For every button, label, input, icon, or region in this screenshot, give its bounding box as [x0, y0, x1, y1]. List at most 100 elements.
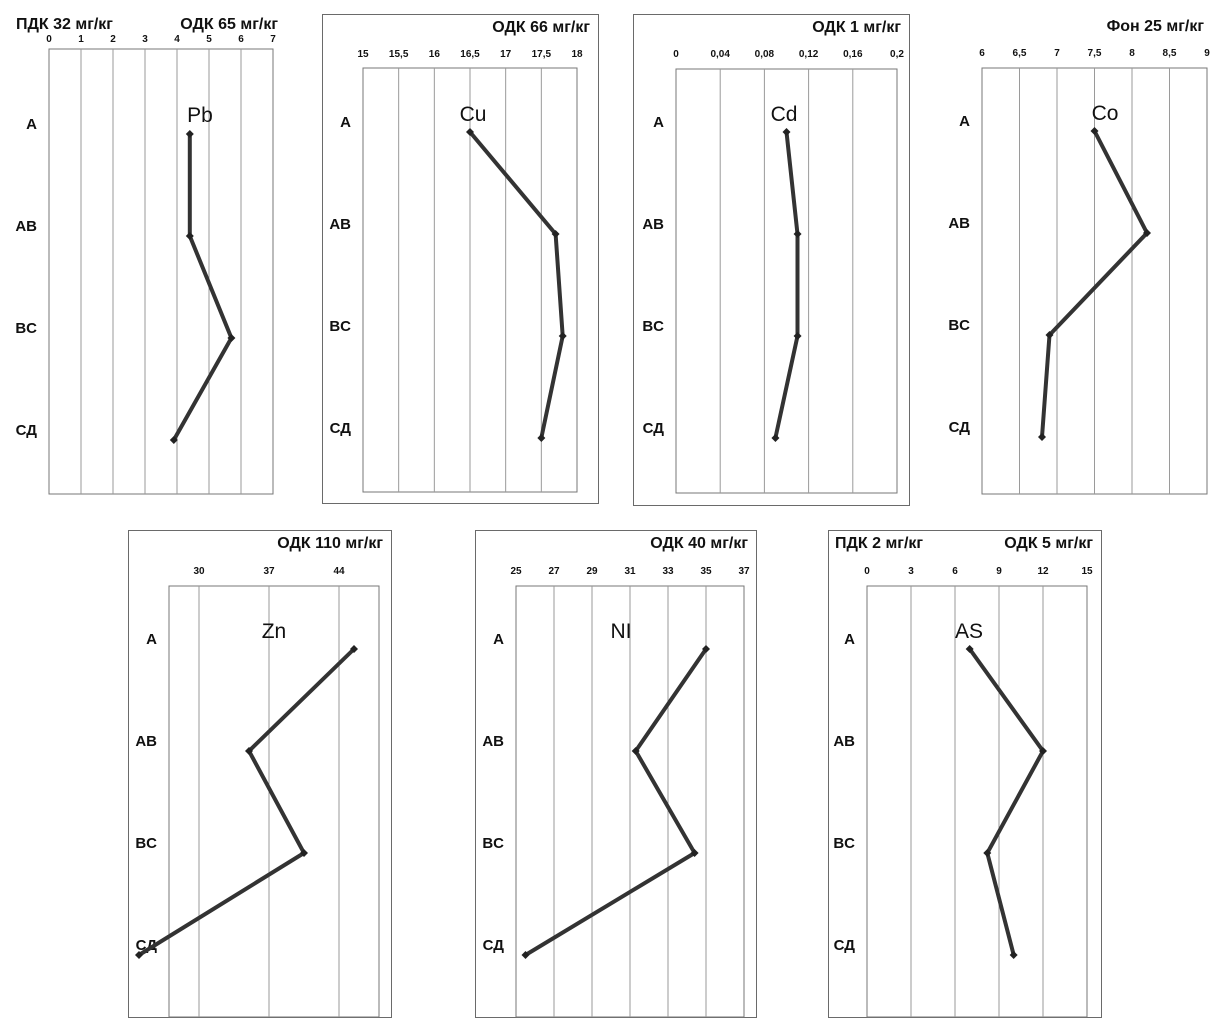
- zn-horizon-label: A: [146, 631, 157, 648]
- pb-data-point: [169, 436, 178, 444]
- pb-x-tick-label: 0: [46, 34, 52, 45]
- zn-header-odk: ОДК 110 мг/кг: [277, 535, 383, 552]
- ni-header-odk: ОДК 40 мг/кг: [650, 535, 748, 552]
- ni-x-tick-label: 37: [738, 566, 750, 577]
- as-horizon-label: AB: [833, 733, 855, 750]
- pb-x-tick-label: 3: [142, 34, 148, 45]
- cd-x-tick-label: 0,04: [710, 49, 730, 60]
- chart-panel-co: 6 6,5 7 7,5 8 8,5 9 A AB BC СД Co Фон 25 мг/кг: [942, 14, 1212, 506]
- zn-data-point: [245, 747, 253, 755]
- cu-element-label: Cu: [460, 103, 487, 126]
- as-chart-svg: 0 3 6 9 12 15 A AB BC СД AS: [833, 566, 1093, 1018]
- cd-x-tick-label: 0,08: [755, 49, 775, 60]
- as-plot-area: [866, 585, 1088, 1018]
- ni-horizon-label: A: [493, 631, 504, 648]
- co-x-tick-label: 7: [1054, 48, 1060, 59]
- cu-series-line: [468, 130, 565, 439]
- co-data-point: [1045, 331, 1054, 339]
- zn-horizon-label: AB: [135, 733, 157, 750]
- zn-series-line: [137, 647, 356, 957]
- cu-horizon-label: BC: [329, 318, 351, 335]
- zn-chart-svg: 30 37 44 A AB BC СД Zn: [135, 566, 380, 1018]
- co-element-label: Co: [1092, 102, 1119, 125]
- ni-horizon-label: BC: [482, 835, 504, 852]
- cd-horizon-label: BC: [642, 318, 664, 335]
- cd-chart-svg: 0 0,04 0,08 0,12 0,16 0,2 A AB BC СД Cd: [642, 49, 904, 494]
- pb-horizon-label: A: [26, 116, 37, 133]
- cu-horizon-label: СД: [330, 420, 352, 437]
- zn-x-tick-label: 30: [193, 566, 205, 577]
- as-data-point: [1039, 747, 1047, 755]
- zn-horizon-label: СД: [136, 937, 158, 954]
- pb-data-point: [185, 232, 194, 240]
- cd-x-tick-label: 0,16: [843, 49, 863, 60]
- as-data-point: [983, 849, 992, 857]
- as-x-tick-label: 6: [952, 566, 958, 577]
- ni-horizon-label: AB: [482, 733, 504, 750]
- pb-horizon-label: AB: [15, 218, 37, 235]
- pb-x-tick-label: 6: [238, 34, 244, 45]
- ni-x-tick-label: 29: [586, 566, 598, 577]
- pb-series-line: [172, 134, 234, 441]
- co-x-tick-label: 7,5: [1088, 48, 1102, 59]
- cu-header-odk: ОДК 66 мг/кг: [492, 19, 590, 36]
- ni-element-label: NI: [611, 620, 632, 643]
- co-data-point: [1038, 433, 1046, 441]
- ni-x-tick-label: 35: [700, 566, 712, 577]
- cd-x-tick-label: 0: [673, 49, 679, 60]
- zn-x-tick-label: 37: [263, 566, 275, 577]
- pb-plot-area: [48, 48, 274, 495]
- zn-data-point: [350, 645, 358, 653]
- zn-element-label: Zn: [262, 620, 287, 643]
- ni-chart-svg: 25 27 29 31 33 35 37 A AB BC СД NI: [482, 566, 750, 1018]
- co-x-tick-label: 6,5: [1013, 48, 1027, 59]
- cu-x-tick-label: 17,5: [532, 49, 552, 60]
- zn-data-point: [135, 951, 143, 959]
- chart-panel-pb: 0 1 2 3 4 5 6 7 A AB BC СД Pb ПДК 32 мг/кг ОДК 65 мг…: [10, 12, 286, 502]
- ni-x-tick-label: 33: [662, 566, 674, 577]
- cd-x-tick-label: 0,12: [799, 49, 819, 60]
- chart-panel-zn: 30 37 44 A AB BC СД Zn ОДК 110 мг/кг: [128, 530, 392, 1018]
- as-element-label: AS: [955, 620, 983, 643]
- ni-x-tick-label: 27: [548, 566, 560, 577]
- as-x-tick-label: 12: [1037, 566, 1049, 577]
- cu-data-point: [558, 332, 567, 340]
- as-data-point: [1009, 951, 1018, 959]
- pb-horizon-label: BC: [15, 320, 37, 337]
- as-series-line: [968, 647, 1046, 956]
- pb-element-label: Pb: [187, 104, 213, 127]
- as-x-tick-label: 15: [1081, 566, 1093, 577]
- pb-x-tick-label: 5: [206, 34, 212, 45]
- ni-series-line: [524, 647, 708, 957]
- cd-horizon-label: СД: [643, 420, 665, 437]
- as-x-tick-label: 9: [996, 566, 1002, 577]
- ni-data-point: [702, 645, 710, 653]
- co-series-line: [1040, 130, 1150, 438]
- co-horizon-label: AB: [948, 215, 970, 232]
- ni-data-point: [690, 849, 699, 857]
- cd-header-odk: ОДК 1 мг/кг: [812, 19, 901, 36]
- co-x-tick-label: 6: [979, 48, 985, 59]
- as-x-tick-label: 3: [908, 566, 914, 577]
- co-x-tick-label: 9: [1204, 48, 1210, 59]
- zn-data-point: [300, 849, 308, 857]
- as-data-point: [965, 645, 974, 653]
- ni-data-point: [631, 747, 640, 755]
- cu-data-point: [551, 230, 560, 238]
- cu-data-point: [537, 434, 546, 442]
- cu-horizon-label: A: [340, 114, 351, 131]
- co-x-tick-label: 8,5: [1163, 48, 1177, 59]
- cd-data-point: [793, 332, 802, 340]
- cu-chart-svg: 15 15,5 16 16,5 17 17,5 18 A AB BC СД Cu: [329, 49, 583, 493]
- cu-x-tick-label: 15: [357, 49, 369, 60]
- cd-x-tick-label: 0,2: [890, 49, 904, 60]
- co-chart-svg: 6 6,5 7 7,5 8 8,5 9 A AB BC СД Co: [948, 48, 1210, 495]
- ni-x-tick-label: 31: [624, 566, 636, 577]
- as-horizon-label: BC: [833, 835, 855, 852]
- co-horizon-label: A: [959, 113, 970, 130]
- cd-horizon-label: AB: [642, 216, 664, 233]
- cu-horizon-label: AB: [329, 216, 351, 233]
- as-header-pdk: ПДК 2 мг/кг: [835, 535, 924, 552]
- zn-x-tick-label: 44: [333, 566, 345, 577]
- cu-x-tick-label: 15,5: [389, 49, 409, 60]
